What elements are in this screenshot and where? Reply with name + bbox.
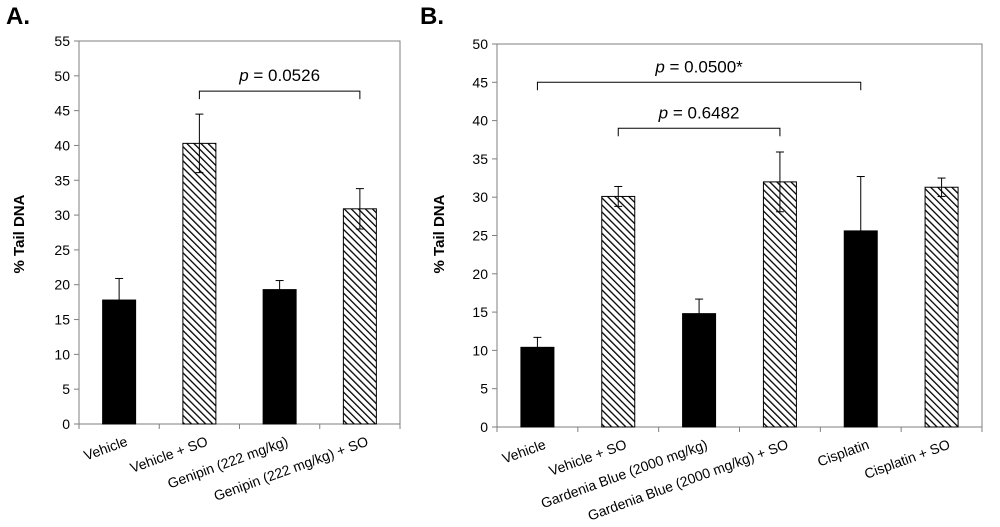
panel-a-y-tick-label: 15: [54, 312, 70, 328]
panel-b-y-tick-label: 50: [472, 36, 488, 52]
panel-b-y-tick-label: 40: [472, 113, 488, 129]
panel-a-category-label: Genipin (222 mg/kg) + SO: [212, 433, 371, 504]
panel-a-bar: [342, 208, 377, 425]
panel-b-p-value-label: p = 0.0500*: [654, 57, 743, 76]
panel-b-bar: [520, 346, 555, 428]
panel-a-y-tick-label: 35: [54, 172, 70, 188]
panel-a-y-tick-label: 5: [62, 381, 70, 397]
panel-a-y-tick-label: 25: [54, 242, 70, 258]
panel-a-y-tick-label: 10: [54, 346, 70, 362]
panel-b-y-tick-label: 15: [472, 304, 488, 320]
panel-b-y-tick-label: 10: [472, 342, 488, 358]
panel-a-y-tick-label: 50: [54, 68, 70, 84]
panel-a-bar: [262, 289, 297, 425]
panel-a-y-tick-label: 0: [62, 416, 70, 432]
panel-b-bar: [682, 313, 717, 428]
panel-b-p-value-label: p = 0.6482: [658, 103, 740, 122]
panel-b-plot-frame: [496, 43, 983, 428]
panel-b-label: B.: [420, 3, 444, 30]
panel-a-y-tick-label: 45: [54, 103, 70, 119]
panel-a-label: A.: [6, 3, 30, 30]
panel-b-bar: [762, 181, 797, 428]
panel-b-y-tick-label: 35: [472, 151, 488, 167]
panel-b-y-tick-label: 25: [472, 228, 488, 244]
panel-a-category-label: Vehicle: [82, 433, 130, 464]
panel-b-significance-bracket: [536, 81, 862, 91]
panel-b: B. % Tail DNA 0 5 10 15 20 25 30 35 40 45 50 Vehicl…: [420, 3, 983, 524]
panel-a: A. % Tail DNA 0 5 10 15 20 25 30 35 40 45 50 55 Vehi…: [6, 3, 401, 504]
panel-a-y-tick-label: 20: [54, 277, 70, 293]
panel-a-significance-bracket: [198, 90, 361, 100]
panel-b-y-tick-label: 45: [472, 74, 488, 90]
panel-b-y-tick-label: 20: [472, 266, 488, 282]
panel-a-y-tick-label: 30: [54, 207, 70, 223]
panel-b-category-label: Vehicle: [500, 436, 548, 467]
panel-a-y-tick-label: 40: [54, 137, 70, 153]
panel-b-category-label: Cisplatin: [815, 436, 871, 469]
panel-a-y-axis-label: % Tail DNA: [11, 194, 28, 273]
panel-b-y-tick-label: 30: [472, 189, 488, 205]
panel-b-category-label: Cisplatin + SO: [862, 436, 952, 482]
panel-b-y-tick-label: 0: [480, 419, 488, 435]
panel-a-y-tick-label: 55: [54, 33, 70, 49]
panel-a-p-value-label: p = 0.0526: [238, 66, 320, 85]
panel-b-significance-bracket: [617, 127, 781, 137]
panel-b-bar: [601, 195, 636, 428]
panel-b-y-tick-label: 5: [480, 381, 488, 397]
panel-b-y-axis-label: % Tail DNA: [431, 194, 448, 273]
panel-a-bar: [182, 142, 217, 425]
panel-b-bar: [924, 186, 959, 428]
